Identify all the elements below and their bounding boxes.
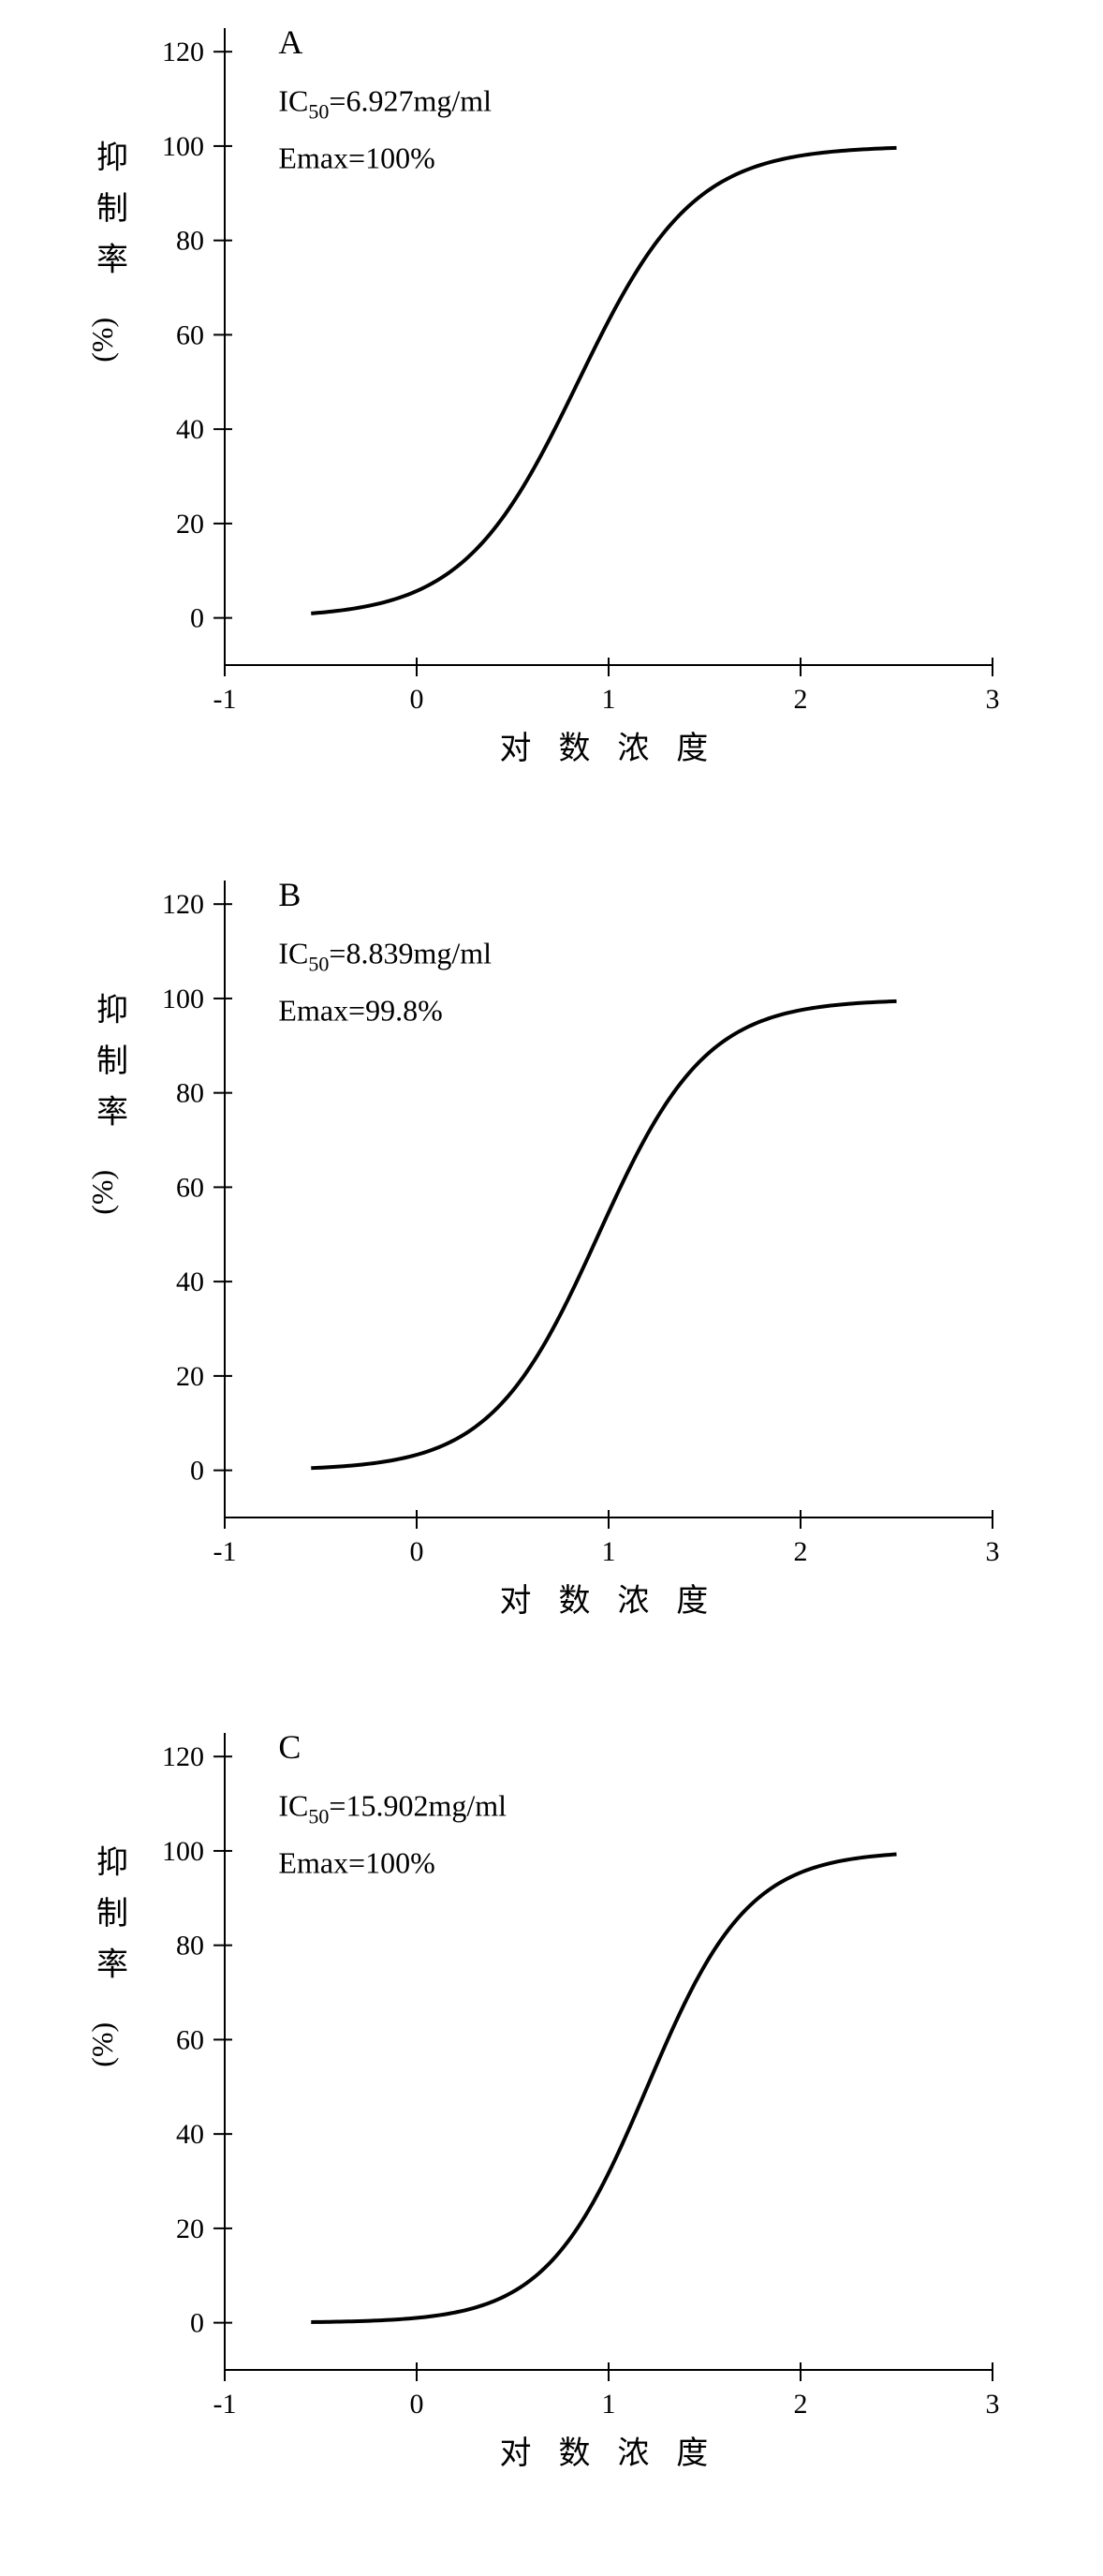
x-axis-title: 对 数 浓 度	[500, 2435, 718, 2471]
y-tick-label: 0	[190, 2308, 204, 2339]
x-tick-label: 0	[410, 2389, 424, 2420]
x-tick-label: -1	[213, 1536, 237, 1567]
y-tick-label: 60	[176, 1172, 204, 1203]
x-tick-label: 0	[410, 1536, 424, 1567]
y-axis-title-char: 率	[96, 242, 128, 277]
x-tick-label: 2	[794, 1536, 808, 1567]
emax-annotation: Emax=100%	[278, 1846, 434, 1880]
emax-annotation: Emax=100%	[278, 141, 434, 175]
y-tick-label: 80	[176, 1078, 204, 1109]
y-axis-title-char: 制	[96, 1897, 128, 1932]
y-tick-label: 20	[176, 1361, 204, 1392]
y-axis-title-pct: (%)	[85, 2022, 119, 2067]
dose-response-curve	[311, 1855, 896, 2322]
y-axis-title-char: 抑	[96, 141, 128, 176]
y-axis-title-pct: (%)	[85, 1170, 119, 1215]
x-tick-label: 1	[602, 684, 616, 715]
y-tick-label: 40	[176, 2119, 204, 2150]
panel-A: -1 0 1 2 3 0 20 40 60 80 100 120 对 数 浓 度 抑制率 (%) A IC50=…	[37, 9, 1066, 806]
x-tick-label: 1	[602, 2389, 616, 2420]
figure-stack: -10123020406080100120对 数 浓 度抑制率(%)AIC50=…	[0, 0, 1103, 2548]
y-tick-label: 80	[176, 226, 204, 257]
y-tick-label: 60	[176, 319, 204, 350]
x-axis-title: 对 数 浓 度	[500, 1583, 718, 1619]
panel-label: B	[278, 876, 301, 913]
x-axis-title: 对 数 浓 度	[500, 731, 718, 766]
chart-svg: -1 0 1 2 3 0 20 40 60 80 100 120 对 数 浓 度 抑制率 (%) B IC50=…	[37, 862, 1030, 1658]
ic50-annotation: IC50=15.902mg/ml	[278, 1788, 507, 1828]
x-tick-label: 1	[602, 1536, 616, 1567]
y-axis-title-char: 抑	[96, 993, 128, 1029]
x-tick-label: 3	[986, 1536, 1000, 1567]
x-tick-label: 0	[410, 684, 424, 715]
y-tick-label: 120	[162, 889, 204, 920]
y-tick-label: 40	[176, 1266, 204, 1297]
y-axis-title-char: 率	[96, 1947, 128, 1982]
chart-svg: -1 0 1 2 3 0 20 40 60 80 100 120 对 数 浓 度 抑制率 (%) A IC50=…	[37, 9, 1030, 806]
y-tick-label: 120	[162, 37, 204, 67]
y-tick-label: 20	[176, 2213, 204, 2244]
y-axis-title-char: 率	[96, 1094, 128, 1130]
y-axis-title-char: 抑	[96, 1845, 128, 1881]
x-tick-label: -1	[213, 684, 237, 715]
ic50-annotation: IC50=8.839mg/ml	[278, 936, 492, 975]
y-tick-label: 80	[176, 1931, 204, 1962]
x-tick-label: 2	[794, 684, 808, 715]
y-tick-label: 120	[162, 1741, 204, 1772]
y-tick-label: 20	[176, 509, 204, 540]
chart-svg: -1 0 1 2 3 0 20 40 60 80 100 120 对 数 浓 度 抑制率 (%) C IC50=…	[37, 1714, 1030, 2510]
y-tick-label: 100	[162, 1836, 204, 1867]
y-tick-label: 40	[176, 414, 204, 445]
x-tick-label: 3	[986, 684, 1000, 715]
panel-B: -1 0 1 2 3 0 20 40 60 80 100 120 对 数 浓 度 抑制率 (%) B IC50=…	[37, 862, 1066, 1658]
x-tick-label: -1	[213, 2389, 237, 2420]
x-tick-label: 3	[986, 2389, 1000, 2420]
y-tick-label: 0	[190, 1456, 204, 1487]
panel-label: A	[278, 23, 302, 61]
y-tick-label: 60	[176, 2024, 204, 2055]
panel-C: -1 0 1 2 3 0 20 40 60 80 100 120 对 数 浓 度 抑制率 (%) C IC50=…	[37, 1714, 1066, 2510]
ic50-annotation: IC50=6.927mg/ml	[278, 83, 492, 123]
y-tick-label: 100	[162, 984, 204, 1014]
y-tick-label: 0	[190, 603, 204, 634]
dose-response-curve	[311, 148, 896, 614]
x-tick-label: 2	[794, 2389, 808, 2420]
y-axis-title-pct: (%)	[85, 318, 119, 363]
panel-label: C	[278, 1728, 301, 1766]
y-axis-title-char: 制	[96, 1044, 128, 1079]
emax-annotation: Emax=99.8%	[278, 994, 442, 1028]
y-axis-title-char: 制	[96, 192, 128, 227]
dose-response-curve	[311, 1001, 896, 1468]
y-tick-label: 100	[162, 131, 204, 162]
